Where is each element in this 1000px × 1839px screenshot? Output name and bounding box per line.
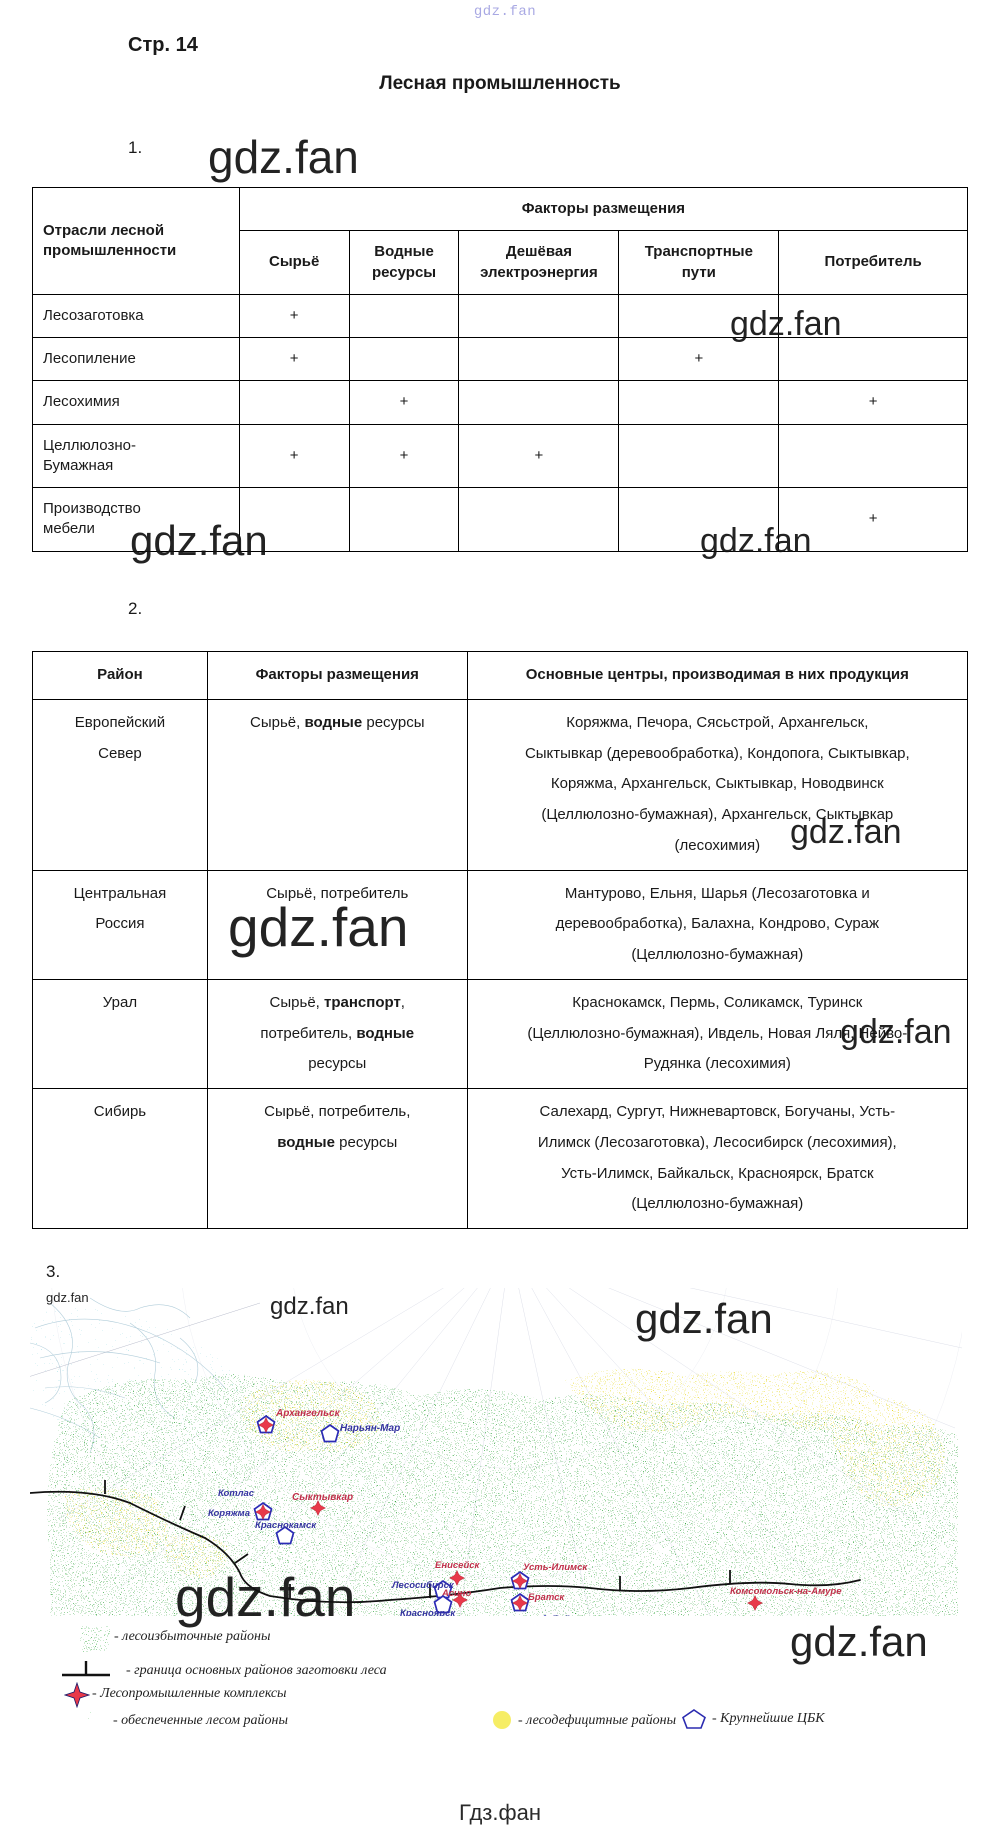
svg-text:Енисейск: Енисейск — [435, 1560, 481, 1571]
svg-text:Архангельск: Архангельск — [275, 1408, 341, 1419]
svg-text:Братск: Братск — [528, 1592, 565, 1603]
svg-text:Коряжма: Коряжма — [208, 1508, 250, 1519]
svg-text:Нарьян-Мар: Нарьян-Мар — [340, 1423, 400, 1434]
svg-text:Байкальск: Байкальск — [552, 1614, 603, 1616]
svg-text:Красноярск: Красноярск — [400, 1608, 456, 1616]
svg-text:Краснокамск: Краснокамск — [255, 1520, 317, 1531]
svg-text:Сыктывкар: Сыктывкар — [292, 1492, 353, 1503]
svg-text:Комсомольск-на-Амуре: Комсомольск-на-Амуре — [730, 1586, 842, 1597]
svg-text:Котлас: Котлас — [218, 1488, 255, 1499]
svg-text:Усть-Илимск: Усть-Илимск — [523, 1562, 588, 1573]
